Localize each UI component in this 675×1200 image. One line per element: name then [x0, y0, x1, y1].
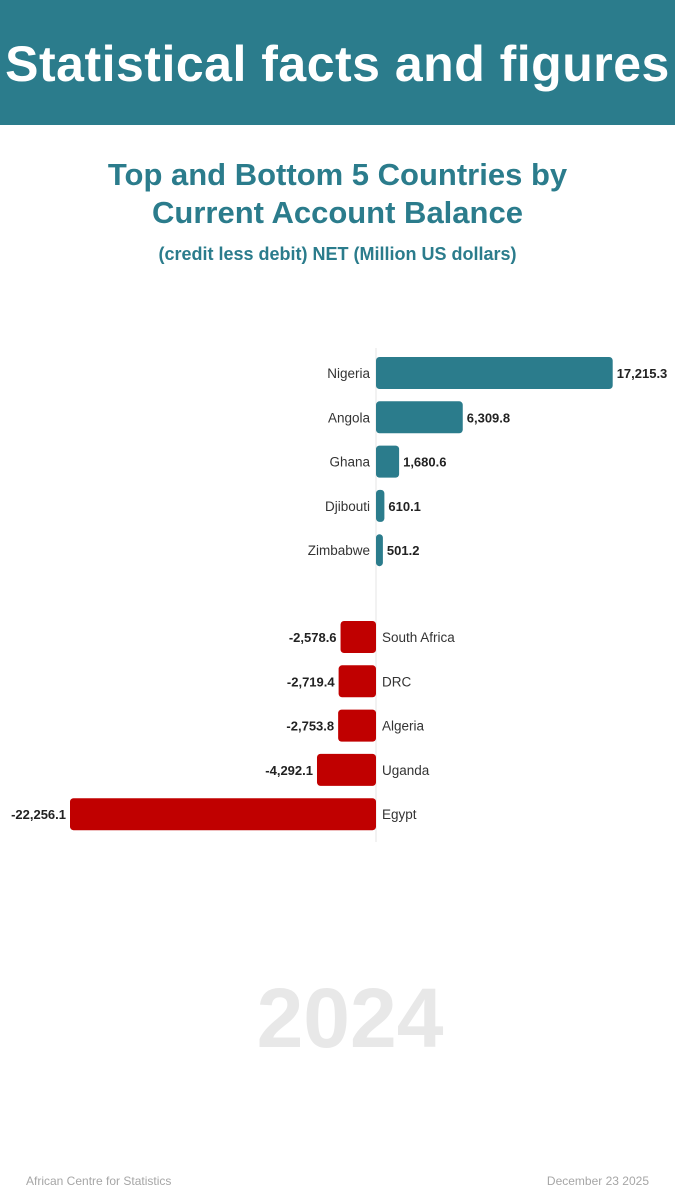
category-label-nigeria: Nigeria: [327, 366, 370, 381]
value-label-algeria: -2,753.8: [286, 719, 334, 734]
category-label-south-africa: South Africa: [382, 630, 455, 645]
category-label-angola: Angola: [328, 410, 371, 425]
header-title: Statistical facts and figures: [5, 35, 670, 92]
year-watermark: 2024: [256, 971, 444, 1065]
value-label-nigeria: 17,215.3: [617, 366, 668, 381]
footer-date: December 23 2025: [546, 1174, 649, 1188]
bar-angola: [376, 401, 463, 434]
category-label-drc: DRC: [382, 674, 411, 689]
bar-chart: Nigeria 17,215.3 Angola 6,309.8 Ghana 1,680.6…: [11, 348, 668, 842]
category-label-egypt: Egypt: [382, 807, 417, 822]
category-label-algeria: Algeria: [382, 719, 425, 734]
value-label-uganda: -4,292.1: [265, 763, 313, 778]
value-label-angola: 6,309.8: [467, 410, 510, 425]
bar-uganda: [316, 753, 376, 786]
bar-algeria: [338, 709, 376, 742]
bar-egypt: [70, 798, 376, 831]
value-label-south-africa: -2,578.6: [289, 630, 337, 645]
chart-subtitle: (credit less debit) NET (Million US doll…: [158, 244, 517, 264]
footer-source: African Centre for Statistics: [26, 1174, 172, 1188]
value-label-zimbabwe: 501.2: [387, 543, 420, 558]
value-label-ghana: 1,680.6: [403, 455, 446, 470]
bar-drc: [338, 665, 376, 698]
category-label-uganda: Uganda: [382, 763, 430, 778]
value-label-djibouti: 610.1: [388, 499, 421, 514]
value-label-drc: -2,719.4: [287, 674, 335, 689]
chart-title-line-2: Current Account Balance: [152, 195, 523, 230]
category-label-zimbabwe: Zimbabwe: [308, 543, 370, 558]
category-label-djibouti: Djibouti: [325, 499, 370, 514]
bar-ghana: [376, 445, 400, 478]
bar-nigeria: [376, 357, 613, 389]
header-banner: Statistical facts and figures: [0, 0, 675, 125]
bar-djibouti: [376, 489, 385, 522]
bar-south-africa: [340, 621, 376, 653]
value-label-egypt: -22,256.1: [11, 807, 66, 822]
chart-title-line-1: Top and Bottom 5 Countries by: [107, 157, 568, 192]
category-label-ghana: Ghana: [329, 455, 370, 470]
bar-zimbabwe: [376, 534, 383, 567]
chart-title: Top and Bottom 5 Countries by Current Ac…: [0, 156, 675, 232]
